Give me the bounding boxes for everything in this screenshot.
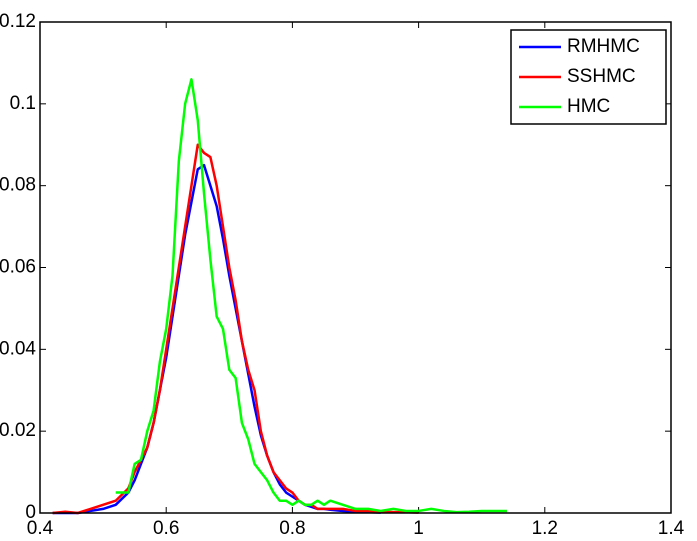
x-tick-label: 1.4 <box>658 518 685 539</box>
x-tick-label: 0.4 <box>27 518 54 539</box>
y-tick-label: 0.08 <box>0 175 36 196</box>
x-tick-label: 1 <box>413 518 424 539</box>
y-tick-label: 0.04 <box>0 338 36 359</box>
x-tick-label: 0.8 <box>279 518 305 539</box>
y-tick-label: 0.02 <box>0 420 36 441</box>
legend-label: SSHMC <box>567 66 636 87</box>
series-line <box>52 163 381 515</box>
y-tick-label: 0.12 <box>0 11 36 32</box>
plot-frame <box>39 21 672 514</box>
y-tick-label: 0.1 <box>10 93 36 114</box>
legend-label: HMC <box>567 96 610 117</box>
legend-label: RMHMC <box>567 36 640 57</box>
series-line <box>52 143 419 515</box>
x-tick-label: 1.2 <box>532 518 558 539</box>
y-tick-label: 0 <box>25 502 36 523</box>
x-tick-label: 0.6 <box>153 518 179 539</box>
series-line <box>115 78 507 514</box>
y-tick-label: 0.06 <box>0 257 36 278</box>
